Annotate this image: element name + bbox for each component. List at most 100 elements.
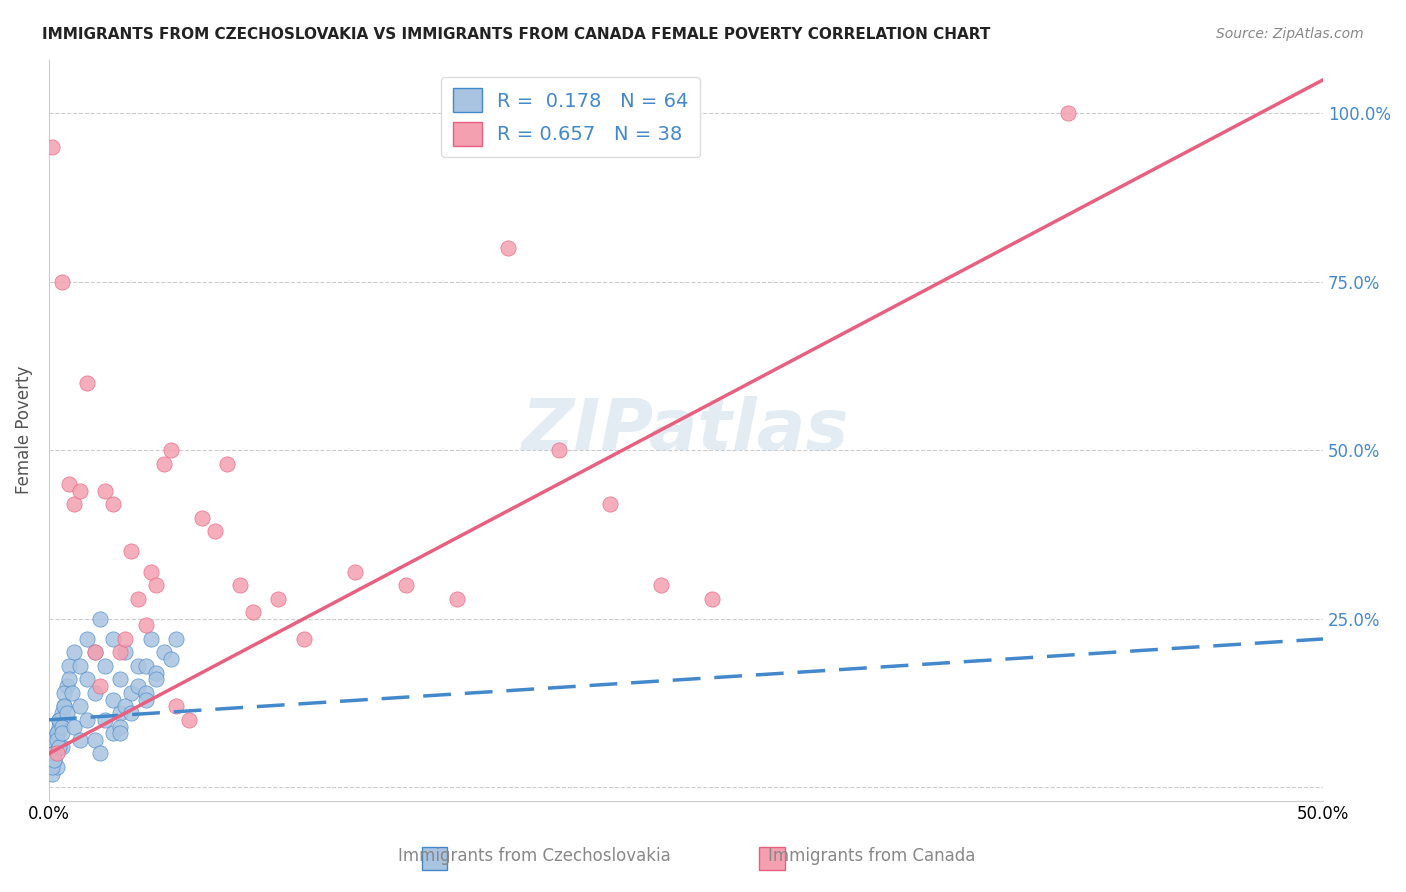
Point xyxy=(120,544,142,558)
Point xyxy=(204,524,226,538)
Point xyxy=(94,713,117,727)
Point xyxy=(547,443,569,458)
Y-axis label: Female Poverty: Female Poverty xyxy=(15,366,32,494)
Point xyxy=(160,443,183,458)
Point xyxy=(101,497,124,511)
Point xyxy=(114,632,136,646)
Point xyxy=(60,686,83,700)
Point xyxy=(152,645,174,659)
Point xyxy=(63,719,86,733)
Point xyxy=(58,477,80,491)
Point xyxy=(53,699,76,714)
Point xyxy=(127,679,149,693)
Point xyxy=(56,679,79,693)
Point xyxy=(83,645,105,659)
Point xyxy=(63,497,86,511)
Point xyxy=(76,673,98,687)
Point xyxy=(101,692,124,706)
Point xyxy=(229,578,252,592)
Point xyxy=(145,673,167,687)
Point xyxy=(191,510,214,524)
Point xyxy=(94,659,117,673)
Point xyxy=(165,699,187,714)
Point xyxy=(139,565,162,579)
Point xyxy=(89,612,111,626)
Point xyxy=(395,578,418,592)
Point xyxy=(51,726,73,740)
Point xyxy=(599,497,621,511)
Point xyxy=(45,726,67,740)
Point xyxy=(101,726,124,740)
Point xyxy=(45,747,67,761)
Point xyxy=(45,733,67,747)
Point xyxy=(114,699,136,714)
Point xyxy=(242,605,264,619)
Point xyxy=(343,565,366,579)
Point xyxy=(53,699,76,714)
Point xyxy=(42,753,65,767)
Point xyxy=(152,457,174,471)
Point xyxy=(58,673,80,687)
Point xyxy=(139,632,162,646)
Text: Immigrants from Czechoslovakia: Immigrants from Czechoslovakia xyxy=(398,847,671,865)
Point xyxy=(110,719,132,733)
Point xyxy=(45,726,67,740)
Point xyxy=(110,706,132,720)
Point xyxy=(69,483,91,498)
Point xyxy=(51,739,73,754)
Point xyxy=(51,719,73,733)
Point xyxy=(120,686,142,700)
Point xyxy=(76,713,98,727)
Point xyxy=(51,275,73,289)
Point xyxy=(217,457,239,471)
Legend: R =  0.178   N = 64, R = 0.657   N = 38: R = 0.178 N = 64, R = 0.657 N = 38 xyxy=(441,77,700,157)
Point xyxy=(120,706,142,720)
Point xyxy=(89,679,111,693)
Point xyxy=(94,483,117,498)
Point xyxy=(145,665,167,680)
Point xyxy=(292,632,315,646)
Point xyxy=(76,632,98,646)
Point xyxy=(42,747,65,761)
Point xyxy=(41,760,63,774)
Text: ZIPatlas: ZIPatlas xyxy=(523,396,849,465)
Point xyxy=(48,719,70,733)
Point xyxy=(127,591,149,606)
Point xyxy=(110,673,132,687)
Point xyxy=(48,739,70,754)
Point xyxy=(69,733,91,747)
Point xyxy=(83,645,105,659)
Point xyxy=(45,760,67,774)
Point xyxy=(89,747,111,761)
Point xyxy=(446,591,468,606)
Text: Source: ZipAtlas.com: Source: ZipAtlas.com xyxy=(1216,27,1364,41)
Point xyxy=(69,659,91,673)
Text: Immigrants from Canada: Immigrants from Canada xyxy=(768,847,976,865)
Point xyxy=(110,645,132,659)
Point xyxy=(1057,106,1080,120)
Point xyxy=(48,713,70,727)
Point xyxy=(114,645,136,659)
Point xyxy=(101,632,124,646)
Point xyxy=(700,591,723,606)
Point xyxy=(135,686,157,700)
Point xyxy=(53,686,76,700)
Point xyxy=(110,726,132,740)
Point xyxy=(135,692,157,706)
Point xyxy=(48,713,70,727)
Point xyxy=(41,140,63,154)
Point xyxy=(51,706,73,720)
Point xyxy=(42,747,65,761)
Point xyxy=(650,578,672,592)
Point xyxy=(145,578,167,592)
Point xyxy=(135,618,157,632)
Point xyxy=(56,706,79,720)
Point xyxy=(267,591,290,606)
Point xyxy=(42,753,65,767)
Point xyxy=(165,632,187,646)
Point xyxy=(127,659,149,673)
Point xyxy=(160,652,183,666)
Point xyxy=(63,645,86,659)
Point xyxy=(83,686,105,700)
Point xyxy=(135,659,157,673)
